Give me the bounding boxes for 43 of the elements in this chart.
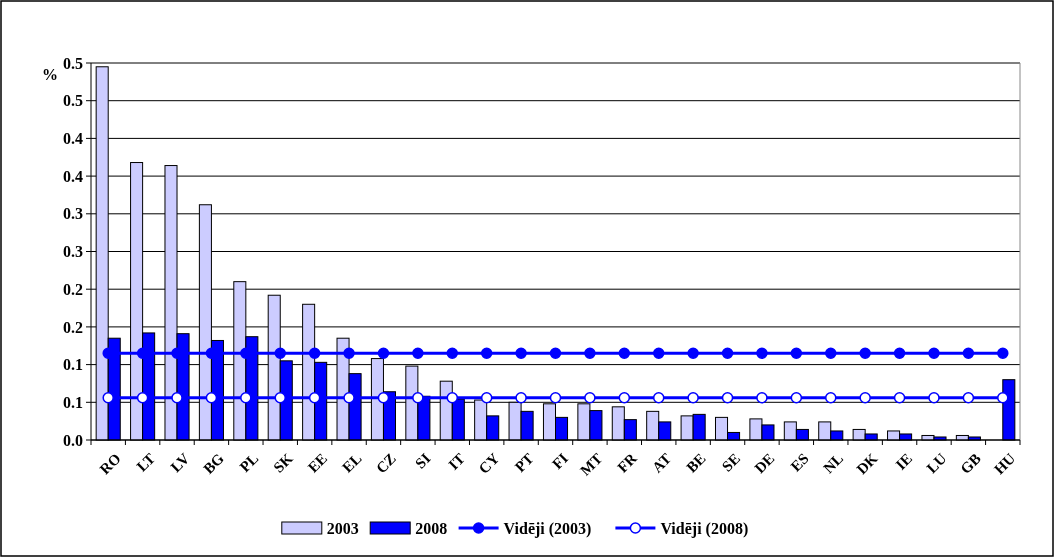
x-tick-label: PL (236, 450, 262, 476)
x-tick-label: CY (475, 450, 503, 477)
x-tick-label: GB (957, 450, 984, 477)
y-tick-label: 0.5 (63, 54, 83, 72)
x-tick-label: LV (167, 450, 193, 476)
x-tick-label: IT (445, 450, 468, 473)
x-tick-label: DE (751, 450, 778, 477)
y-tick-label: 0.5 (63, 92, 83, 110)
x-tick-label: EL (339, 450, 365, 476)
x-tick-label: SE (718, 450, 744, 475)
y-tick-label: 0.1 (63, 393, 83, 411)
x-tick-label: HU (991, 450, 1019, 478)
x-tick-label: FI (549, 450, 572, 473)
y-tick-label: 0.4 (63, 167, 83, 185)
x-tick-label: NL (820, 450, 847, 477)
x-tick-label: FR (614, 450, 640, 476)
y-tick-label: 0.3 (63, 205, 83, 223)
legend-label: 2008 (415, 519, 448, 537)
x-tick-label: LU (923, 450, 950, 477)
x-tick-label: IE (892, 450, 916, 473)
y-tick-label: 0.2 (63, 318, 83, 336)
x-tick-label: MT (577, 450, 606, 479)
x-tick-label: SI (412, 450, 434, 472)
legend-label: Vidēji (2003) (503, 519, 592, 538)
y-tick-label: 0.3 (63, 243, 83, 261)
y-tick-label: 0.2 (63, 280, 83, 298)
x-tick-label: PT (511, 450, 537, 476)
legend-label: Vidēji (2008) (660, 519, 749, 538)
x-tick-label: BG (200, 450, 228, 477)
x-tick-label: BE (683, 450, 709, 476)
x-tick-label: RO (96, 450, 124, 478)
x-tick-label: SK (270, 450, 297, 476)
y-tick-label: 0.0 (63, 431, 83, 449)
x-tick-label: LT (133, 450, 159, 475)
x-tick-label: ES (787, 450, 812, 475)
x-tick-label: CZ (372, 450, 400, 477)
x-tick-label: EE (304, 450, 331, 476)
y-tick-label: 0.1 (63, 356, 83, 374)
y-axis-title: % (42, 66, 58, 83)
x-tick-label: AT (649, 450, 675, 476)
legend-label: 2003 (326, 519, 359, 537)
x-tick-label: DK (853, 450, 881, 478)
y-tick-label: 0.4 (63, 130, 83, 147)
